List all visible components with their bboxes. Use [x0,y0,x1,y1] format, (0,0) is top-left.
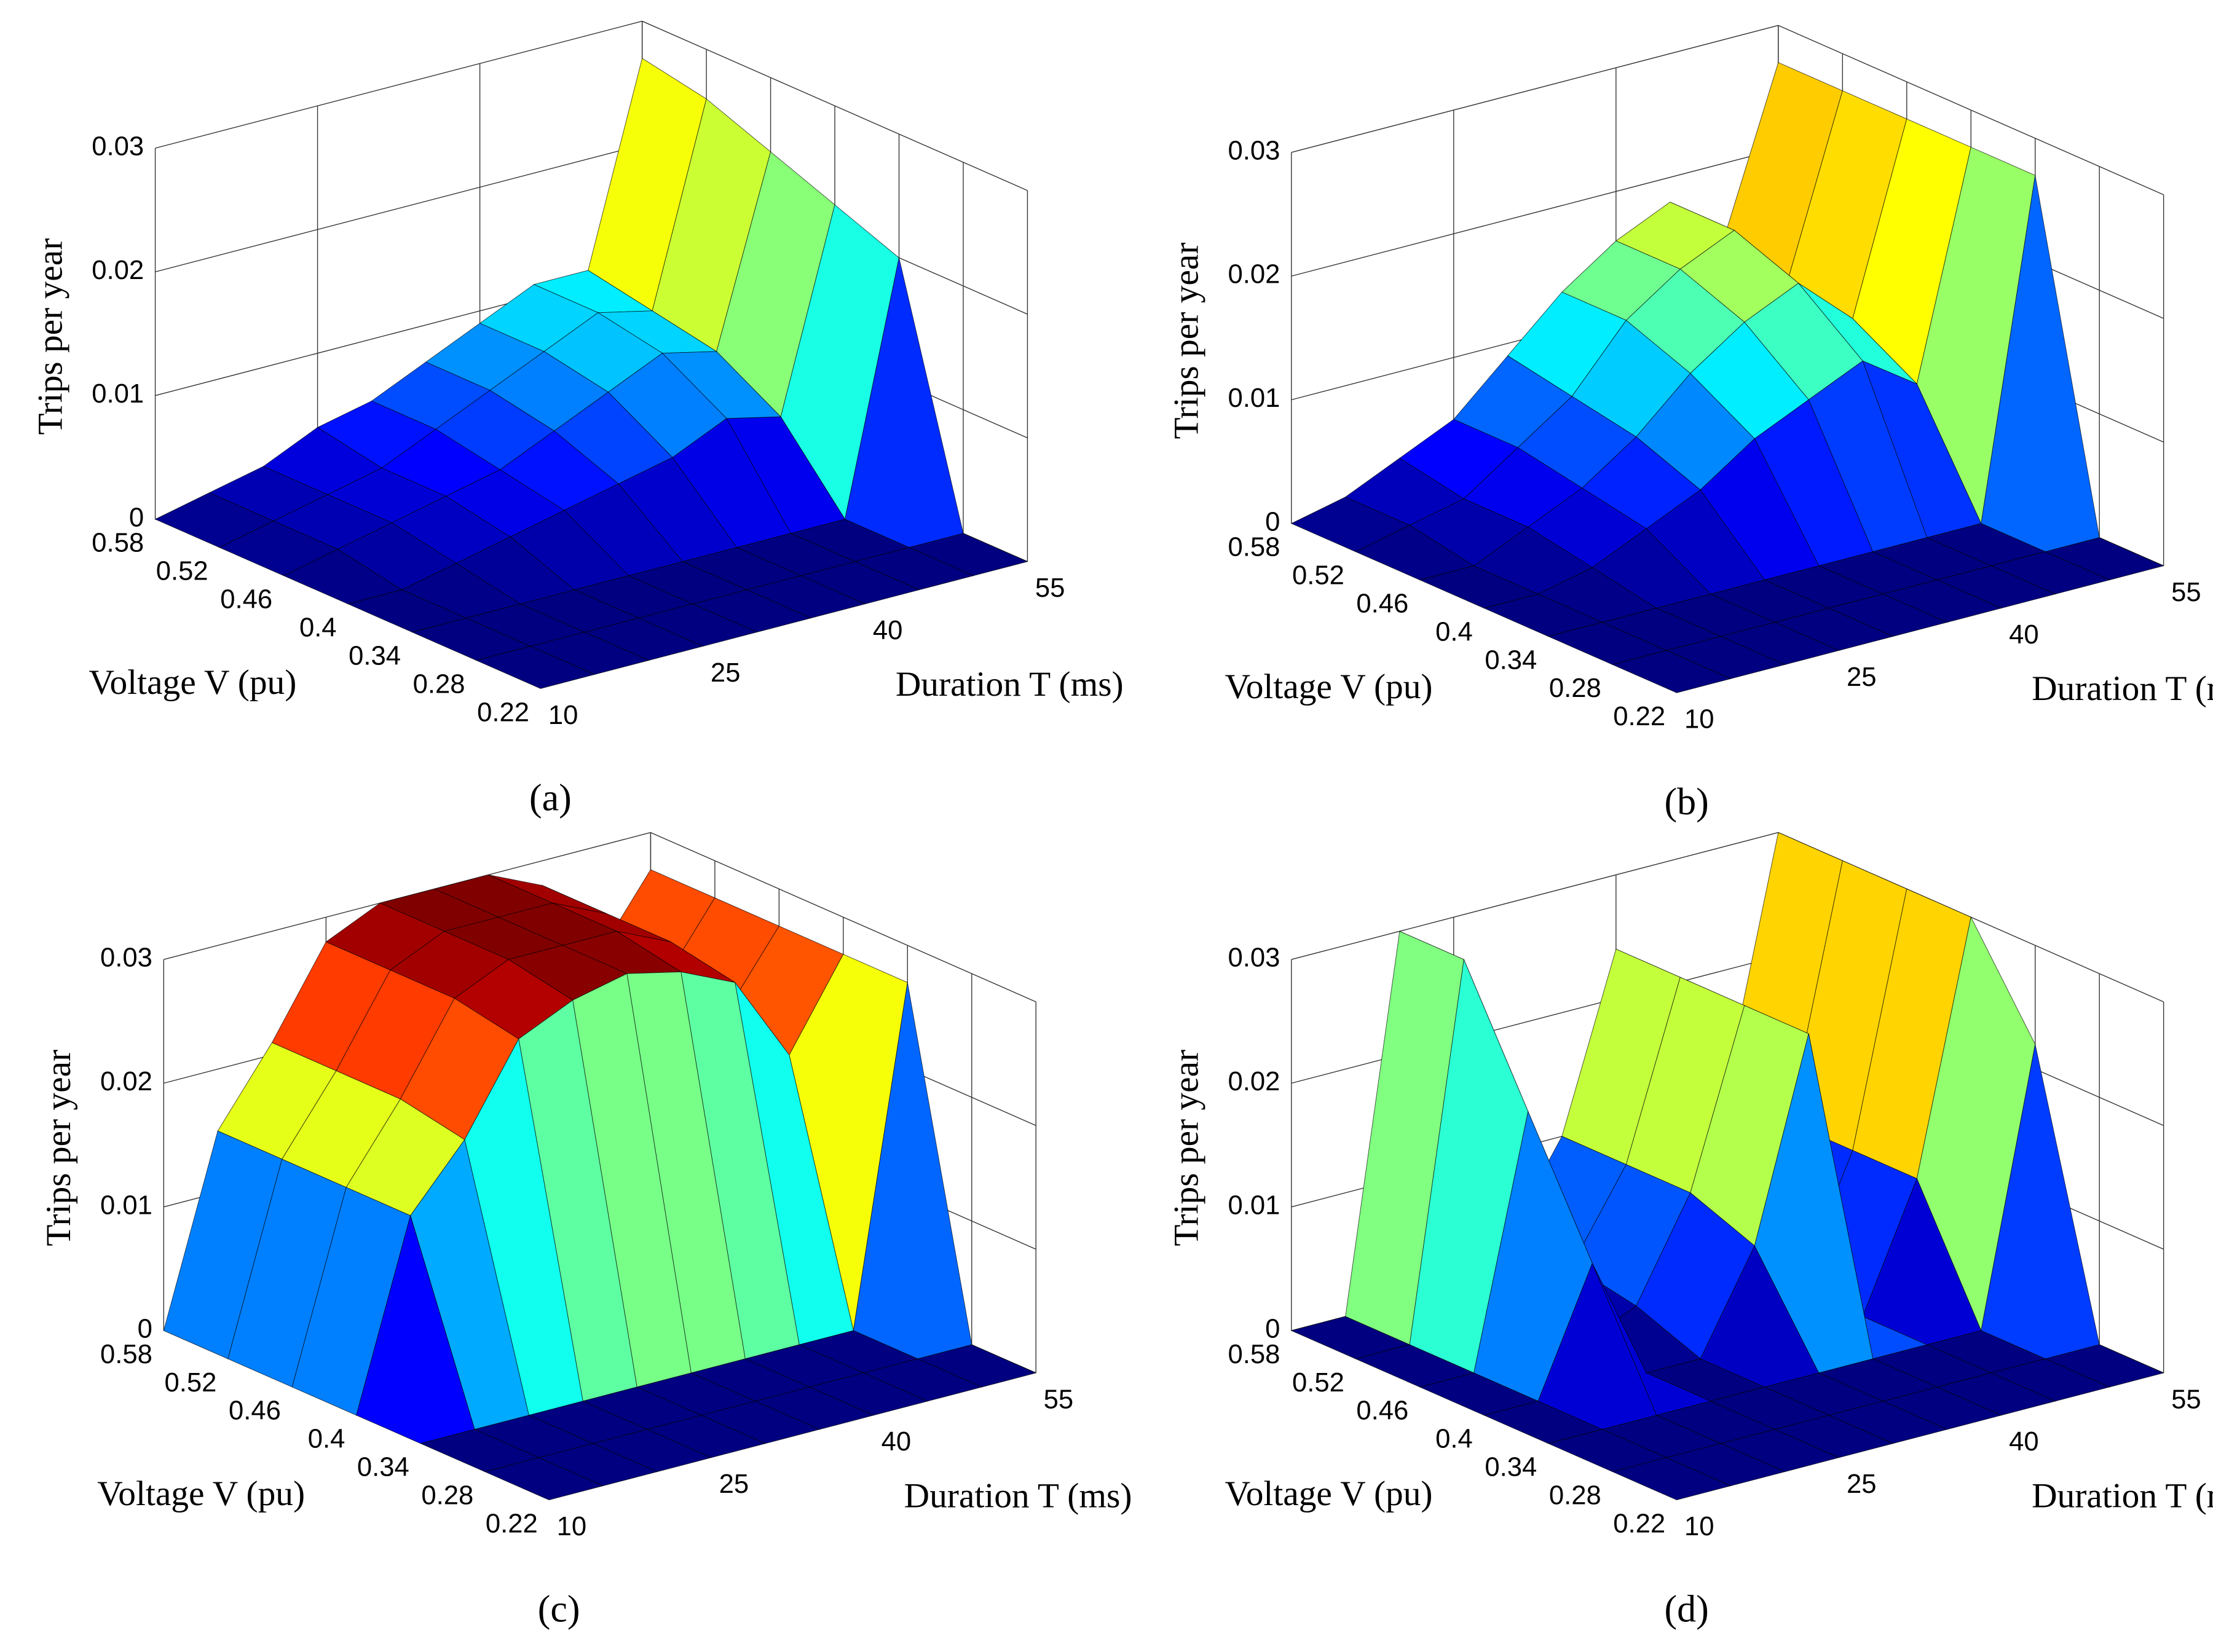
x-tick-label: 0.22 [486,1509,538,1538]
panel: 0 0.01 0.02 0.03 10 25 40 55 0.58 0.52 0.46 0.4 0.34… [1167,832,2213,1630]
x-tick-label: 0.52 [165,1368,217,1398]
y-tick-label: 25 [1847,663,1877,692]
surface-patch [1611,650,1732,693]
panel: 0 0.01 0.02 0.03 10 25 40 55 0.58 0.52 0.46 0.4 0.34… [39,832,1132,1630]
z-tick-label: 0 [138,1315,152,1344]
z-axis-label: Trips per year [31,238,69,435]
z-axis-label: Trips per year [1167,243,1206,439]
surface-patch [1611,1457,1732,1501]
y-tick-label: 10 [557,1512,587,1541]
y-tick-label: 55 [1044,1385,1074,1414]
x-tick-label: 0.28 [413,669,465,699]
caption: (c) [538,1588,580,1630]
surface-patch [475,646,596,689]
x-tick-label: 0.58 [1228,1340,1280,1369]
x-tick-label: 0.4 [1435,1425,1473,1454]
caption: (d) [1664,1588,1708,1630]
x-tick-label: 0.46 [229,1396,281,1426]
x-tick-label: 0.34 [357,1453,409,1482]
y-tick-label: 40 [873,616,903,645]
x-tick-label: 0.28 [421,1481,473,1510]
x-axis-label: Voltage V (pu) [97,1474,305,1513]
z-tick-label: 0 [1265,1315,1280,1344]
z-tick-label: 0.03 [100,943,152,973]
x-tick-label: 0.34 [1485,1453,1537,1482]
x-tick-label: 0.34 [1485,645,1537,675]
x-tick-label: 0.52 [1292,1368,1344,1398]
z-axis-label: Trips per year [39,1050,78,1246]
y-axis-label: Duration T (ms) [2032,669,2213,708]
grid-line [1291,956,1779,1084]
z-tick-label: 0.03 [1228,136,1280,165]
x-axis-label: Voltage V (pu) [1225,667,1433,706]
x-tick-label: 0.52 [156,557,208,586]
y-tick-label: 25 [719,1469,749,1499]
x-tick-label: 0.46 [1356,1396,1408,1426]
z-tick-label: 0.01 [1228,1190,1280,1220]
z-tick-label: 0.03 [92,132,144,162]
y-tick-label: 10 [1684,705,1714,734]
z-tick-label: 0.01 [1228,384,1280,413]
x-tick-label: 0.52 [1292,561,1344,591]
grid-line [155,144,642,273]
y-tick-label: 55 [2171,578,2201,607]
grid-line [1291,25,1779,153]
caption: (b) [1664,781,1708,823]
z-tick-label: 0.02 [92,256,144,285]
panel: 0 0.01 0.02 0.03 10 25 40 55 0.58 0.52 0.46 0.4 0.34… [1167,25,2213,823]
panel: 0 0.01 0.02 0.03 10 25 40 55 0.58 0.52 0.46 0.4 0.34… [31,20,1124,819]
surface-patch [484,1457,604,1501]
z-tick-label: 0.01 [92,379,144,409]
y-tick-label: 40 [882,1427,912,1457]
z-tick-label: 0.01 [100,1190,152,1220]
x-tick-label: 0.46 [1356,589,1408,618]
x-tick-label: 0.28 [1549,674,1601,703]
x-tick-label: 0.58 [92,529,144,558]
y-tick-label: 10 [548,701,578,730]
x-axis-label: Voltage V (pu) [89,663,296,702]
y-tick-label: 25 [711,658,741,688]
z-tick-label: 0.02 [1228,260,1280,289]
y-axis-label: Duration T (ms) [904,1476,1132,1515]
x-tick-label: 0.58 [100,1340,152,1369]
x-tick-label: 0.58 [1228,533,1280,562]
z-tick-label: 0.02 [100,1067,152,1096]
y-axis-label: Duration T (ms) [2032,1476,2213,1515]
x-tick-label: 0.22 [1613,1509,1665,1538]
y-tick-label: 55 [1035,573,1065,603]
y-tick-label: 25 [1847,1469,1877,1499]
grid-line [1291,832,1779,960]
x-tick-label: 0.22 [1613,702,1665,731]
z-tick-label: 0 [1265,507,1280,537]
x-tick-label: 0.34 [349,641,401,671]
x-tick-label: 0.22 [477,698,529,727]
grid-line [155,20,642,149]
x-tick-label: 0.4 [308,1425,345,1454]
y-tick-label: 40 [2009,620,2039,650]
grid-line [1291,148,1779,277]
z-tick-label: 0.03 [1228,943,1280,973]
x-tick-label: 0.4 [299,613,337,642]
z-tick-label: 0 [129,503,144,532]
z-axis-label: Trips per year [1167,1050,1206,1246]
x-axis-label: Voltage V (pu) [1225,1474,1433,1513]
y-axis-label: Duration T (ms) [896,665,1124,704]
y-tick-label: 55 [2171,1385,2201,1414]
z-tick-label: 0.02 [1228,1067,1280,1096]
x-tick-label: 0.28 [1549,1481,1601,1510]
x-tick-label: 0.46 [220,585,272,615]
y-tick-label: 40 [2009,1427,2039,1457]
caption: (a) [529,777,572,819]
x-tick-label: 0.4 [1435,617,1473,647]
y-tick-label: 10 [1684,1512,1714,1541]
